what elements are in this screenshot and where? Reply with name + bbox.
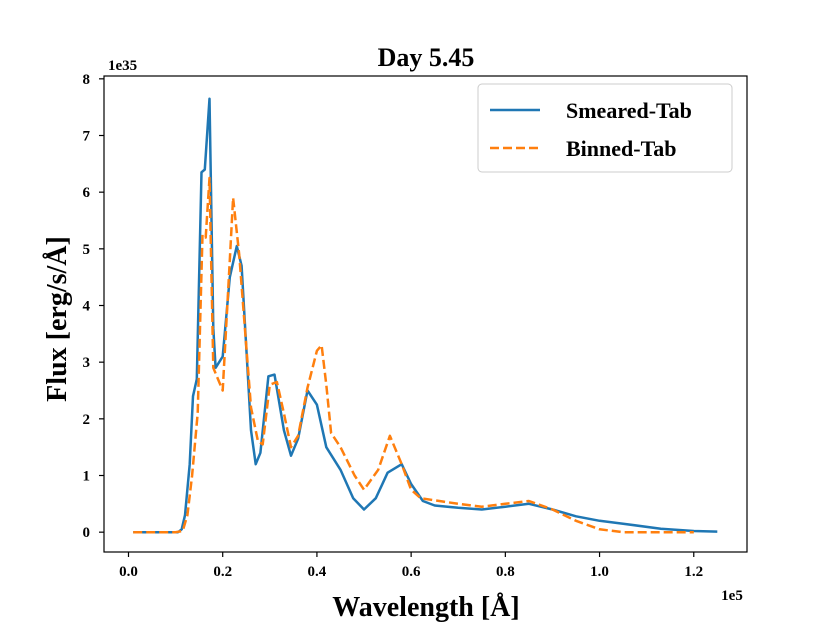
y-axis-label: Flux [erg/s/Å] (42, 236, 73, 402)
y-tick-label: 0 (83, 525, 91, 541)
x-tick-label: 0.2 (213, 564, 232, 580)
x-tick-label: 0.8 (496, 564, 515, 580)
y-tick-label: 4 (83, 299, 91, 315)
legend-label-binned-tab: Binned-Tab (566, 136, 676, 161)
chart-title: Day 5.45 (378, 43, 475, 72)
x-tick-label: 0.6 (402, 564, 421, 580)
series-line-binned-tab (133, 176, 694, 534)
legend-box (477, 83, 733, 173)
y-tick-label: 5 (83, 242, 91, 258)
y-tick-label: 7 (83, 129, 91, 145)
series-line-smeared-tab (133, 97, 718, 534)
x-offset-label: 1e5 (721, 588, 743, 604)
y-tick-label: 6 (83, 185, 91, 201)
x-tick-label: 1.2 (684, 564, 703, 580)
x-tick-label: 0.4 (308, 564, 327, 580)
ticks: 0.0 0.2 0.4 0.6 0.8 1.0 1.2 0 1 2 3 4 5 6 7 8 (83, 72, 704, 580)
y-tick-label: 1 (83, 469, 91, 485)
x-tick-label: 0.0 (119, 564, 138, 580)
y-offset-label: 1e35 (108, 58, 137, 74)
x-tick-label: 1.0 (590, 564, 609, 580)
plot-lines (133, 97, 718, 534)
legend-label-smeared-tab: Smeared-Tab (566, 98, 692, 123)
y-tick-label: 8 (83, 72, 91, 88)
legend: Smeared-Tab Binned-Tab (477, 83, 733, 173)
y-tick-label: 2 (83, 412, 91, 428)
plot-frame (103, 75, 748, 553)
x-axis-label: Wavelength [Å] (332, 592, 519, 623)
axes (103, 75, 748, 553)
y-tick-label: 3 (83, 355, 91, 371)
